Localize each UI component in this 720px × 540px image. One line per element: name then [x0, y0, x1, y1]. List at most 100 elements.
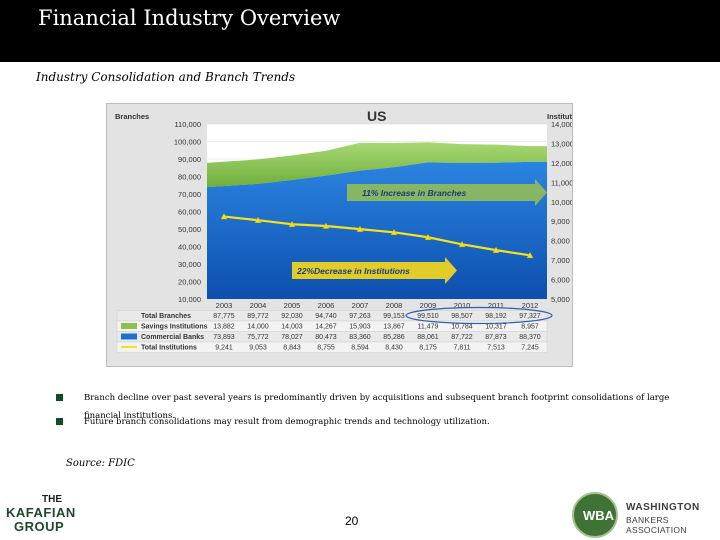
table-cell: 88,061 — [417, 334, 439, 341]
table-cell: 78,027 — [281, 334, 303, 341]
right-tick-label: 14,000 — [551, 120, 572, 129]
table-cell: 94,740 — [315, 313, 337, 320]
institution-marker — [254, 216, 262, 223]
year-label: 2003 — [216, 301, 233, 310]
section-subtitle: Industry Consolidation and Branch Trends — [36, 70, 296, 84]
table-row — [116, 341, 548, 353]
table-cell: 92,030 — [281, 313, 303, 320]
table-cell: 75,772 — [247, 334, 269, 341]
right-tick-label: 9,000 — [551, 217, 570, 226]
bullet-item: Branch decline over past several years i… — [56, 389, 696, 421]
institution-decrease-arrow — [292, 257, 457, 284]
institution-marker — [220, 213, 228, 220]
year-label: 2009 — [420, 301, 437, 310]
table-cell: 87,873 — [485, 334, 507, 341]
table-row-label: Commercial Banks — [141, 334, 204, 341]
wba-logo: WBA WASHINGTON BANKERS ASSOCIATION — [570, 490, 720, 538]
legend-swatch — [121, 333, 137, 340]
branch-increase-arrow — [347, 179, 547, 206]
logo-line: THE — [42, 494, 62, 505]
kafafian-group-logo: THE KAFAFIAN GROUP — [6, 494, 76, 540]
institution-marker — [424, 233, 432, 241]
table-cell: 14,267 — [315, 324, 337, 331]
chart-title: US — [367, 108, 386, 124]
table-cell: 8,755 — [317, 345, 335, 352]
bullet-marker — [56, 418, 63, 425]
table-cell: 97,263 — [349, 313, 371, 320]
right-tick-label: 6,000 — [551, 276, 570, 285]
table-cell: 13,867 — [383, 324, 405, 331]
title-bar: Financial Industry Overview — [0, 0, 720, 62]
institution-marker — [390, 228, 398, 236]
table-cell: 8,175 — [419, 345, 437, 352]
bullet-marker — [56, 394, 63, 401]
institution-decrease-label: 22%Decrease in Institutions — [296, 266, 410, 276]
table-row-label: Total Branches — [141, 313, 191, 320]
table-cell: 9,053 — [249, 345, 267, 352]
bullet-item: Future branch consolidations may result … — [56, 413, 696, 431]
table-cell: 9,241 — [215, 345, 233, 352]
chart-svg: 11% Increase in Branches 22%Decrease in I… — [115, 108, 587, 353]
table-row-label: Total Institutions — [141, 345, 197, 352]
table-cell: 8,957 — [521, 324, 539, 331]
left-tick-label: 90,000 — [178, 155, 201, 164]
table-cell: 8,594 — [351, 345, 369, 352]
table-cell: 87,775 — [213, 313, 235, 320]
right-tick-label: 10,000 — [551, 198, 572, 207]
table-cell: 8,430 — [385, 345, 403, 352]
table-cell: 14,000 — [247, 324, 269, 331]
left-tick-label: 10,000 — [178, 295, 201, 304]
institution-marker — [492, 246, 500, 253]
table-cell: 7,811 — [454, 345, 471, 352]
branch-increase-label: 11% Increase in Branches — [362, 188, 467, 198]
year-label: 2010 — [454, 301, 471, 310]
table-cell: 99,153 — [383, 313, 405, 320]
left-tick-label: 100,000 — [174, 138, 201, 147]
right-tick-label: 13,000 — [551, 139, 572, 148]
left-tick-label: 110,000 — [174, 120, 201, 129]
year-label: 2004 — [250, 301, 267, 310]
year-label: 2008 — [386, 301, 403, 310]
right-tick-label: 5,000 — [551, 295, 570, 304]
institution-marker — [288, 220, 296, 228]
year-label: 2005 — [284, 301, 301, 310]
left-tick-label: 60,000 — [178, 208, 201, 217]
table-cell: 89,772 — [247, 313, 269, 320]
page-number: 20 — [345, 514, 359, 528]
table-cell: 10,784 — [451, 324, 473, 331]
left-axis-label: Branches — [115, 112, 149, 121]
table-cell: 88,370 — [519, 334, 541, 341]
wba-badge-text: WBA — [583, 508, 615, 523]
table-cell: 87,722 — [451, 334, 473, 341]
right-tick-label: 12,000 — [551, 159, 572, 168]
table-cell: 15,903 — [349, 324, 371, 331]
right-tick-label: 8,000 — [551, 237, 570, 246]
bullet-list: Branch decline over past several years i… — [56, 389, 696, 437]
logo-line: KAFAFIAN — [6, 505, 76, 520]
wba-name-line: BANKERS ASSOCIATION — [626, 515, 687, 535]
bullet-text: Future branch consolidations may result … — [84, 417, 490, 427]
left-tick-label: 40,000 — [178, 243, 201, 252]
table-cell: 83,360 — [349, 334, 371, 341]
branch-trends-chart: 11% Increase in Branches 22%Decrease in I… — [106, 103, 587, 367]
legend-swatch — [121, 323, 137, 329]
institution-marker — [322, 222, 330, 229]
table-cell: 97,327 — [519, 313, 541, 320]
page-title: Financial Industry Overview — [38, 6, 341, 30]
wba-badge: WBA — [572, 492, 618, 538]
year-label: 2012 — [522, 301, 539, 310]
left-tick-label: 70,000 — [178, 190, 201, 199]
institution-marker — [526, 251, 534, 259]
right-tick-label: 11,000 — [551, 178, 572, 187]
table-cell: 80,473 — [315, 334, 337, 341]
savings-institutions-area — [207, 142, 547, 188]
table-cell: 99,510 — [417, 313, 439, 320]
year-label: 2007 — [352, 301, 369, 310]
right-tick-label: 7,000 — [551, 256, 570, 265]
table-cell: 14,003 — [281, 324, 303, 331]
table-cell: 11,479 — [418, 324, 439, 331]
table-cell: 7,245 — [521, 345, 539, 352]
year-label: 2006 — [318, 301, 335, 310]
table-cell: 73,893 — [213, 334, 235, 341]
table-cell: 13,882 — [213, 324, 235, 331]
